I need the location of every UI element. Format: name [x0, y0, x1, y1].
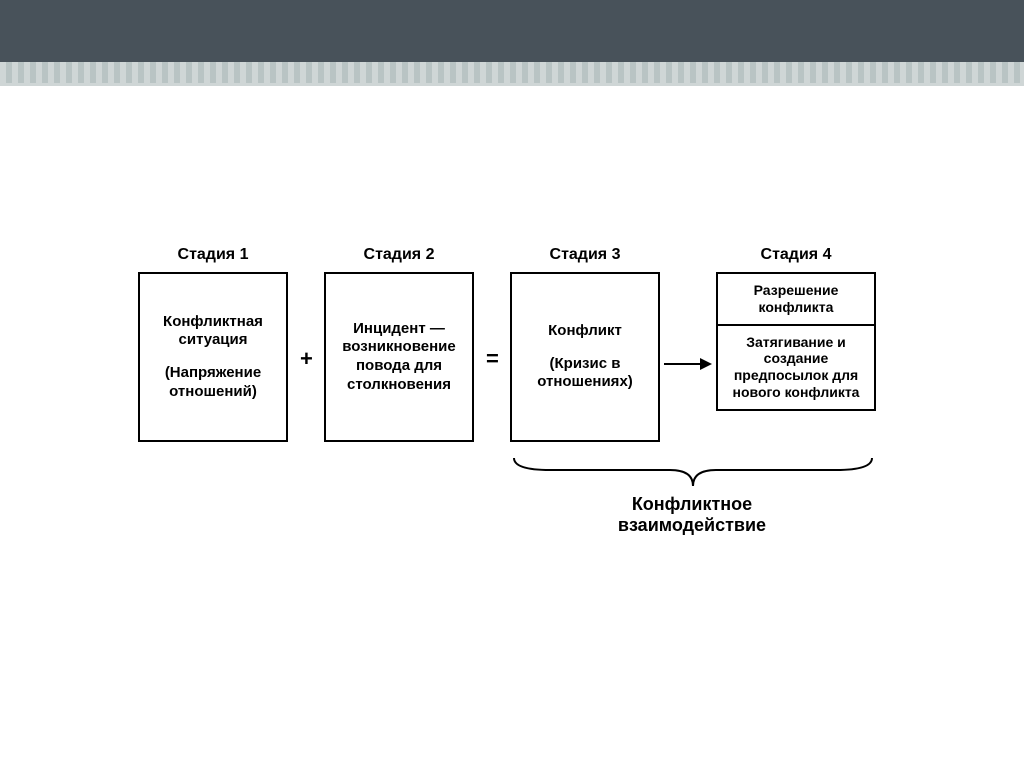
stage-1-text-1: Конфликтная ситуация — [148, 313, 278, 351]
stage-2-text-1: Инцидент — возникнове­ние повода для сто… — [334, 320, 464, 395]
brace-label-line2: взаимодействие — [522, 515, 862, 536]
operator-equals: = — [486, 346, 499, 372]
brace-label-line1: Конфликтное — [522, 494, 862, 515]
stage-2: Стадия 2 Инцидент — возникнове­ние повод… — [324, 246, 474, 442]
stage-4-top-text: Разрешение конфликта — [718, 274, 874, 326]
brace-icon — [510, 456, 876, 492]
slide-ruler — [0, 62, 1024, 86]
stage-1-title: Стадия 1 — [138, 246, 288, 264]
stage-4-bottom-text: Затягивание и создание предпосылок для н… — [718, 326, 874, 409]
stage-3-box: Конфликт (Кризис в отношениях) — [510, 272, 660, 442]
stage-3-text-1: Конфликт — [548, 322, 622, 341]
stage-1-box: Конфликтная ситуация (Напряжение отношен… — [138, 272, 288, 442]
stage-3-title: Стадия 3 — [510, 246, 660, 264]
stage-3: Стадия 3 Конфликт (Кризис в отношениях) — [510, 246, 660, 442]
stage-4-box: Разрешение конфликта Затягивание и созда… — [716, 272, 876, 411]
stage-3-text-2: (Кризис в отношениях) — [520, 355, 650, 393]
brace-label: Конфликтное взаимодействие — [522, 494, 862, 536]
slide-body: Стадия 1 Конфликтная ситуация (Напряжени… — [0, 86, 1024, 767]
stage-1-text-2: (Напряжение отношений) — [148, 364, 278, 402]
stage-4: Стадия 4 Разрешение конфликта Затягивани… — [716, 246, 876, 411]
stage-2-box: Инцидент — возникнове­ние повода для сто… — [324, 272, 474, 442]
arrow-icon — [664, 354, 712, 374]
operator-plus: + — [300, 346, 313, 372]
stage-4-title: Стадия 4 — [716, 246, 876, 264]
stage-1: Стадия 1 Конфликтная ситуация (Напряжени… — [138, 246, 288, 442]
stage-2-title: Стадия 2 — [324, 246, 474, 264]
slide-topbar — [0, 0, 1024, 62]
